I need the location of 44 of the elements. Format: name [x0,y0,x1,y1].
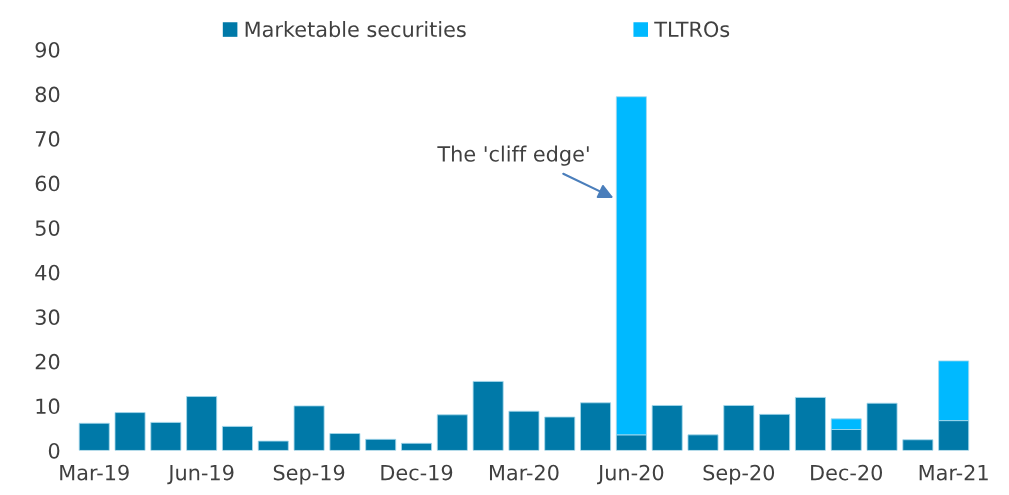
bar [293,405,325,451]
y-tick-label: 80 [35,86,60,103]
legend-label: TLTROs [654,21,730,38]
bar [580,402,612,451]
y-tick-label: 40 [35,264,60,281]
bar [759,413,791,451]
bar [114,412,146,451]
bar [794,397,826,451]
bar [186,396,218,451]
x-tick-label: Jun-19 [167,464,234,485]
y-tick-label: 20 [35,353,60,370]
bar [436,414,468,451]
bar [150,421,182,451]
x-tick-label: Jun-20 [597,464,664,485]
bar [723,405,755,451]
bar [544,416,576,451]
y-tick-label: 30 [35,309,60,326]
legend-label: Marketable securities [245,21,466,38]
annotation: The 'cliff edge' [437,145,589,166]
bar [902,439,934,451]
x-tick-label: Dec-20 [811,464,883,481]
bar [401,442,432,451]
x-tick-label: Sep-20 [703,464,775,485]
y-tick-label: 0 [48,442,60,459]
bar [78,422,110,451]
bar [866,402,898,451]
x-tick-label: Mar-21 [919,464,988,481]
y-tick-label: 60 [35,175,60,192]
bar [472,380,504,451]
y-tick-label: 10 [36,398,60,415]
y-tick-label: 90 [35,41,60,58]
bar [651,405,683,451]
bar [365,438,397,451]
y-tick-label: 50 [35,220,60,236]
bar [329,433,361,451]
x-tick-label: Mar-20 [489,464,559,481]
bar [508,410,540,451]
bar [687,434,719,451]
y-tick-label: 70 [35,131,60,147]
x-tick-label: Sep-19 [273,464,345,485]
x-tick-label: Dec-19 [381,464,453,481]
bar [257,440,289,451]
x-tick-label: Mar-19 [60,464,129,481]
bar [222,425,253,451]
